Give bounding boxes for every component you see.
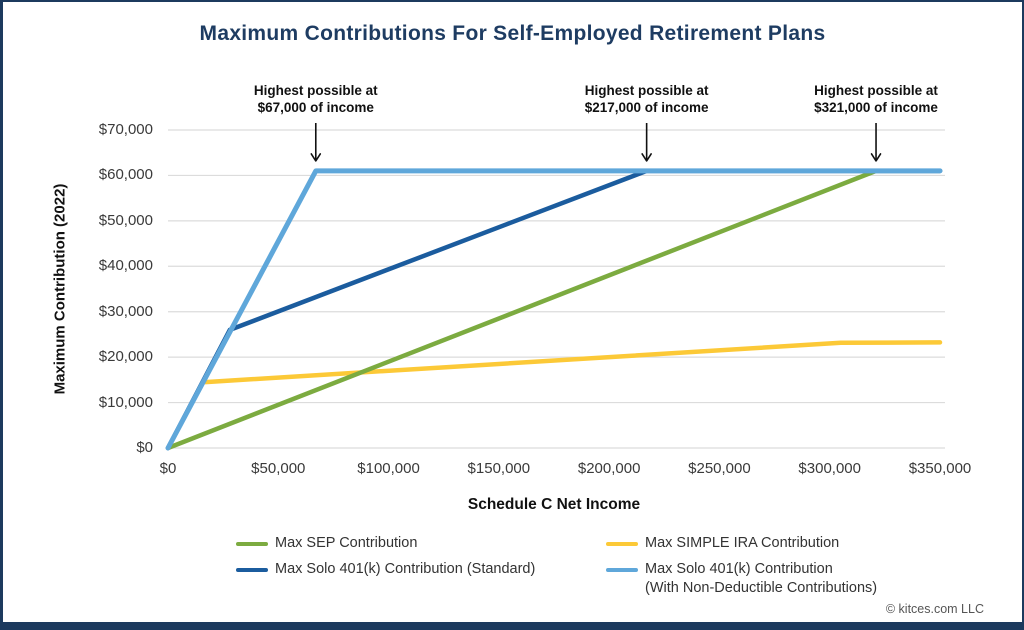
legend-swatch [236,541,268,546]
chart-title: Maximum Contributions For Self-Employed … [199,22,826,45]
copyright-note: © kitces.com LLC [885,602,984,616]
x-tick-label: $300,000 [798,460,861,477]
annotation-label: Highest possible at $67,000 of income [253,83,378,115]
x-tick-label: $200,000 [577,460,641,477]
annotation-label: Highest possible at $217,000 of income [584,83,709,115]
y-tick-label: $40,000 [98,257,153,275]
chart-canvas [165,123,945,451]
legend-swatch [236,567,268,572]
annotation-arrow-head [641,153,652,162]
legend-item: Max Solo 401(k) Contribution (With Non-D… [606,560,877,598]
x-axis-title: Schedule C Net Income [467,496,641,513]
legend-item: Max Solo 401(k) Contribution (Standard) [236,560,535,579]
x-tick-label: $0 [159,460,177,477]
series-line-3 [165,168,943,451]
x-tick-label: $150,000 [467,460,531,477]
annotation-label: Highest possible at $321,000 of income [814,83,938,115]
legend-swatch [606,567,638,572]
legend-item: Max SIMPLE IRA Contribution [606,534,839,553]
legend-label: Max SIMPLE IRA Contribution [645,535,840,551]
series-line-1 [203,340,943,385]
legend-label: Max SEP Contribution [275,535,418,551]
legend-label: Max Solo 401(k) Contribution (With Non-D… [645,561,878,596]
legend-item: Max SEP Contribution [236,534,417,553]
series-line-2 [165,168,943,451]
legend-swatch [606,541,638,546]
y-tick-label: $70,000 [98,121,153,138]
y-tick-label: $20,000 [98,348,153,366]
y-tick-label: $0 [136,439,153,456]
legend-label: Max Solo 401(k) Contribution (Standard) [275,561,536,577]
annotation-arrow-head [310,153,322,162]
y-tick-label: $30,000 [98,302,153,320]
x-tick-label: $50,000 [251,460,306,477]
annotation-arrow-head [870,153,882,162]
y-tick-label: $50,000 [98,211,153,229]
x-tick-label: $250,000 [688,460,751,477]
y-tick-label: $10,000 [98,393,153,411]
x-tick-label: $350,000 [908,460,972,477]
x-tick-label: $100,000 [357,460,420,477]
y-tick-label: $60,000 [98,166,153,184]
